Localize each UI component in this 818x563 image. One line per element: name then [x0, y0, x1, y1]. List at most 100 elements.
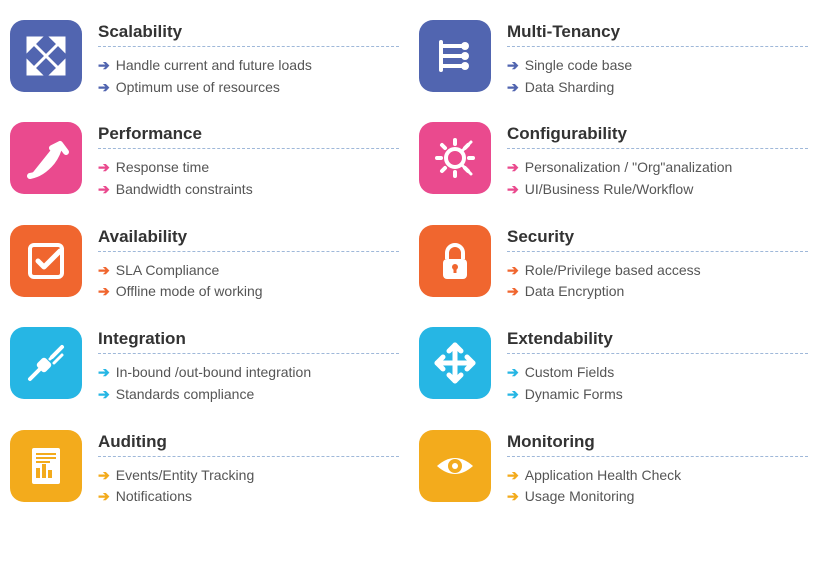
bullet-text: UI/Business Rule/Workflow — [525, 179, 694, 201]
bullet-arrow-icon: ➔ — [98, 281, 110, 303]
bullet-arrow-icon: ➔ — [98, 55, 110, 77]
features-grid: Scalability➔Handle current and future lo… — [10, 20, 808, 508]
bullet-item: ➔ Offline mode of working — [98, 281, 399, 303]
bullet-item: ➔In-bound /out-bound integration — [98, 362, 399, 384]
bullet-item: ➔ Bandwidth constraints — [98, 179, 399, 201]
feature-bullets: ➔ Role/Privilege based access ➔ Data Encryp… — [507, 260, 808, 303]
bullet-item: ➔ Data Sharding — [507, 77, 808, 99]
bullet-arrow-icon: ➔ — [98, 157, 110, 179]
bullet-item: ➔ Notifications — [98, 486, 399, 508]
feature-title: Security — [507, 227, 808, 252]
bullet-text: Dynamic Forms — [525, 384, 623, 406]
bullet-text: Notifications — [116, 486, 192, 508]
bullet-arrow-icon: ➔ — [507, 179, 519, 201]
feature-title: Configurability — [507, 124, 808, 149]
feature-text-security: Security ➔ Role/Privilege based access ➔ Dat… — [507, 225, 808, 303]
feature-title: Performance — [98, 124, 399, 149]
bullet-text: Standards compliance — [116, 384, 255, 406]
bullet-arrow-icon: ➔ — [98, 465, 110, 487]
bullet-item: ➔ Role/Privilege based access — [507, 260, 808, 282]
bullet-arrow-icon: ➔ — [98, 384, 110, 406]
bullet-text: Personalization / "Org"analization — [525, 157, 733, 179]
feature-bullets: ➔In-bound /out-bound integration➔ Standar… — [98, 362, 399, 405]
feature-text-availability: Availability ➔ SLA Compliance ➔ Offline mode… — [98, 225, 399, 303]
feature-availability: Availability ➔ SLA Compliance ➔ Offline mode… — [10, 225, 399, 303]
feature-title: Auditing — [98, 432, 399, 457]
bullet-arrow-icon: ➔ — [98, 486, 110, 508]
feature-text-multi-tenancy: Multi-Tenancy➔Single code base➔Data Shar… — [507, 20, 808, 98]
feature-bullets: ➔ SLA Compliance ➔ Offline mode of working — [98, 260, 399, 303]
feature-title: Integration — [98, 329, 399, 354]
report-icon — [10, 430, 82, 502]
bullet-text: Custom Fields — [525, 362, 614, 384]
bullet-arrow-icon: ➔ — [507, 281, 519, 303]
bullet-text: Optimum use of resources — [116, 77, 280, 99]
feature-bullets: ➔Events/Entity Tracking➔ Notifications — [98, 465, 399, 508]
bullet-text: Data Sharding — [525, 77, 615, 99]
bullet-text: Data Encryption — [525, 281, 625, 303]
bullet-arrow-icon: ➔ — [507, 157, 519, 179]
bullet-item: ➔ Application Health Check — [507, 465, 808, 487]
feature-bullets: ➔ Handle current and future loads ➔ Optimum… — [98, 55, 399, 98]
feature-scalability: Scalability➔Handle current and future lo… — [10, 20, 399, 98]
feature-text-scalability: Scalability➔Handle current and future lo… — [98, 20, 399, 98]
bullet-text: Usage Monitoring — [525, 486, 635, 508]
feature-text-extendability: Extendability ➔ Custom Fields ➔ Dynamic Form… — [507, 327, 808, 405]
bullet-item: ➔ UI/Business Rule/Workflow — [507, 179, 808, 201]
bullet-arrow-icon: ➔ — [507, 260, 519, 282]
feature-title: Extendability — [507, 329, 808, 354]
plug-icon — [10, 327, 82, 399]
feature-performance: Performance ➔ Response time ➔ Bandwidth cons… — [10, 122, 399, 200]
feature-title: Monitoring — [507, 432, 808, 457]
feature-title: Availability — [98, 227, 399, 252]
swoosh-icon — [10, 122, 82, 194]
bullet-text: In-bound /out-bound integration — [116, 362, 311, 384]
bullet-arrow-icon: ➔ — [98, 260, 110, 282]
bullet-text: SLA Compliance — [116, 260, 220, 282]
bullet-item: ➔ Response time — [98, 157, 399, 179]
bullet-text: Offline mode of working — [116, 281, 263, 303]
arrows-out-icon — [419, 327, 491, 399]
bullet-item: ➔Events/Entity Tracking — [98, 465, 399, 487]
bullet-arrow-icon: ➔ — [507, 465, 519, 487]
bullet-text: Bandwidth constraints — [116, 179, 253, 201]
feature-auditing: Auditing ➔Events/Entity Tracking➔ Notifica… — [10, 430, 399, 508]
bullet-text: Application Health Check — [525, 465, 681, 487]
bullet-arrow-icon: ➔ — [507, 486, 519, 508]
bullet-text: Single code base — [525, 55, 632, 77]
bullet-arrow-icon: ➔ — [507, 362, 519, 384]
feature-monitoring: Monitoring ➔ Application Health Check ➔ Usag… — [419, 430, 808, 508]
bullet-arrow-icon: ➔ — [507, 77, 519, 99]
bullet-item: ➔ SLA Compliance — [98, 260, 399, 282]
bullet-item: ➔ Personalization / "Org"analization — [507, 157, 808, 179]
branch-icon — [419, 20, 491, 92]
bullet-text: Handle current and future loads — [116, 55, 312, 77]
bullet-arrow-icon: ➔ — [98, 179, 110, 201]
feature-bullets: ➔ Response time ➔ Bandwidth constraints — [98, 157, 399, 200]
feature-bullets: ➔ Personalization / "Org"analization ➔ UI/B… — [507, 157, 808, 200]
feature-configurability: Configurability ➔ Personalization / "Org"a… — [419, 122, 808, 200]
feature-text-auditing: Auditing ➔Events/Entity Tracking➔ Notifica… — [98, 430, 399, 508]
lock-icon — [419, 225, 491, 297]
bullet-text: Role/Privilege based access — [525, 260, 701, 282]
bullet-item: ➔ Optimum use of resources — [98, 77, 399, 99]
gear-wrench-icon — [419, 122, 491, 194]
bullet-arrow-icon: ➔ — [98, 77, 110, 99]
bullet-item: ➔ Data Encryption — [507, 281, 808, 303]
feature-bullets: ➔ Custom Fields ➔ Dynamic Forms — [507, 362, 808, 405]
bullet-item: ➔ Custom Fields — [507, 362, 808, 384]
bullet-text: Response time — [116, 157, 209, 179]
feature-text-configurability: Configurability ➔ Personalization / "Org"a… — [507, 122, 808, 200]
feature-text-performance: Performance ➔ Response time ➔ Bandwidth cons… — [98, 122, 399, 200]
bullet-item: ➔ Standards compliance — [98, 384, 399, 406]
feature-bullets: ➔ Single code base➔ Data Sharding — [507, 55, 808, 98]
expand-icon — [10, 20, 82, 92]
bullet-arrow-icon: ➔ — [507, 384, 519, 406]
feature-multi-tenancy: Multi-Tenancy➔Single code base➔Data Shar… — [419, 20, 808, 98]
bullet-item: ➔ Usage Monitoring — [507, 486, 808, 508]
feature-integration: Integration➔In-bound /out-bound integrat… — [10, 327, 399, 405]
checkbox-icon — [10, 225, 82, 297]
feature-bullets: ➔ Application Health Check ➔ Usage Monitori… — [507, 465, 808, 508]
eye-icon — [419, 430, 491, 502]
bullet-item: ➔ Dynamic Forms — [507, 384, 808, 406]
